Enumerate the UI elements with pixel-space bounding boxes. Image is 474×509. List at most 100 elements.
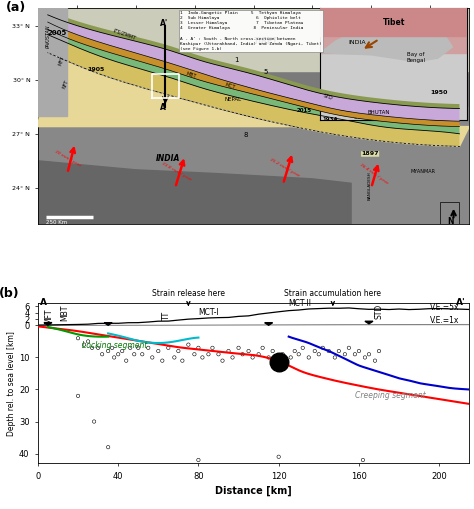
Point <box>84 337 92 346</box>
Text: Strain release here: Strain release here <box>152 289 225 305</box>
Point <box>355 347 363 355</box>
Text: ITS/ZMMT: ITS/ZMMT <box>112 28 137 41</box>
Point <box>171 353 178 361</box>
Text: MCT-II: MCT-II <box>289 299 312 308</box>
Point <box>291 347 299 355</box>
Text: 30 mm / year: 30 mm / year <box>54 149 81 167</box>
Point <box>279 350 286 358</box>
Point <box>104 347 112 355</box>
Point <box>174 347 182 355</box>
Text: MBT: MBT <box>60 304 69 321</box>
Point <box>341 350 349 358</box>
Text: (b): (b) <box>0 287 20 300</box>
Point <box>283 360 291 368</box>
Point <box>335 347 343 355</box>
Text: V.E.=1x: V.E.=1x <box>430 317 459 325</box>
Text: MFT: MFT <box>57 55 65 66</box>
Polygon shape <box>104 323 112 325</box>
Point <box>319 344 327 352</box>
Point <box>98 350 106 358</box>
Point <box>275 358 283 366</box>
Text: A: A <box>40 298 47 307</box>
Point <box>94 344 102 352</box>
Text: 250 Km: 250 Km <box>46 220 67 225</box>
Point <box>199 353 206 361</box>
Polygon shape <box>352 152 469 224</box>
Point <box>315 350 323 358</box>
Polygon shape <box>44 323 52 325</box>
Point <box>229 353 237 361</box>
Text: MCT-I: MCT-I <box>199 308 219 318</box>
Point <box>164 344 172 352</box>
Text: Locking segment: Locking segment <box>82 341 147 350</box>
Point <box>345 344 353 352</box>
Text: PAKISTAN: PAKISTAN <box>46 25 51 48</box>
Point <box>235 344 242 352</box>
Text: Creeping segment: Creeping segment <box>355 390 426 400</box>
Text: V.E.=5x: V.E.=5x <box>430 303 459 312</box>
Point <box>158 357 166 365</box>
Polygon shape <box>48 10 459 108</box>
Polygon shape <box>365 321 373 324</box>
Point <box>225 347 232 355</box>
Text: 1897: 1897 <box>361 152 379 156</box>
Text: BHUTAN: BHUTAN <box>367 110 390 115</box>
Point <box>239 350 246 358</box>
Point <box>365 350 373 358</box>
Point <box>110 353 118 361</box>
Polygon shape <box>38 8 469 71</box>
Polygon shape <box>38 161 469 224</box>
Point <box>195 456 202 464</box>
Point <box>259 344 266 352</box>
Point <box>299 344 307 352</box>
X-axis label: Distance [km]: Distance [km] <box>215 486 292 496</box>
Polygon shape <box>48 29 459 134</box>
Point <box>114 350 122 358</box>
Text: 36.4 mm / year: 36.4 mm / year <box>359 163 389 185</box>
Text: 1: 1 <box>234 56 238 63</box>
Text: MBT: MBT <box>185 71 197 79</box>
Point <box>130 350 138 358</box>
Text: MCT: MCT <box>224 82 236 90</box>
Point <box>331 353 338 361</box>
Text: STD: STD <box>375 304 384 319</box>
Polygon shape <box>48 35 459 147</box>
Text: TT: TT <box>162 310 171 320</box>
Point <box>80 341 88 349</box>
Point <box>305 353 312 361</box>
Point <box>145 344 152 352</box>
Text: NEPAL: NEPAL <box>224 97 241 102</box>
Point <box>361 353 369 361</box>
Polygon shape <box>38 107 469 125</box>
Point <box>191 350 198 358</box>
Text: 1905: 1905 <box>87 67 104 72</box>
Text: Strain accumulation here: Strain accumulation here <box>284 289 382 305</box>
Polygon shape <box>264 323 273 325</box>
Text: 35.2 mm / year: 35.2 mm / year <box>269 158 301 178</box>
Polygon shape <box>38 125 469 224</box>
Point <box>325 347 333 355</box>
Text: STD: STD <box>322 93 333 101</box>
Text: 5: 5 <box>264 69 268 75</box>
Text: TIBET: TIBET <box>254 37 278 46</box>
Point <box>91 417 98 426</box>
Polygon shape <box>48 53 459 147</box>
Text: (a): (a) <box>6 1 26 14</box>
Point <box>118 347 126 355</box>
Text: BANGLADESH: BANGLADESH <box>367 171 371 200</box>
Point <box>275 357 283 365</box>
Point <box>74 392 82 400</box>
Point <box>371 357 379 365</box>
Point <box>127 344 134 352</box>
Point <box>255 350 263 358</box>
Point <box>184 341 192 349</box>
Text: 1  Indo-Gangetic Plain     5  Tethyan Himalaya
2  Sub Himalaya              6  O: 1 Indo-Gangetic Plain 5 Tethyan Himalaya… <box>180 11 322 51</box>
Text: A: A <box>159 103 165 112</box>
Y-axis label: Depth rel. to sea level [km]: Depth rel. to sea level [km] <box>7 331 16 436</box>
Text: MFT: MFT <box>44 308 53 324</box>
Polygon shape <box>48 15 459 121</box>
Point <box>179 357 186 365</box>
Text: 1950: 1950 <box>430 90 447 95</box>
Point <box>265 353 273 361</box>
Point <box>104 443 112 451</box>
